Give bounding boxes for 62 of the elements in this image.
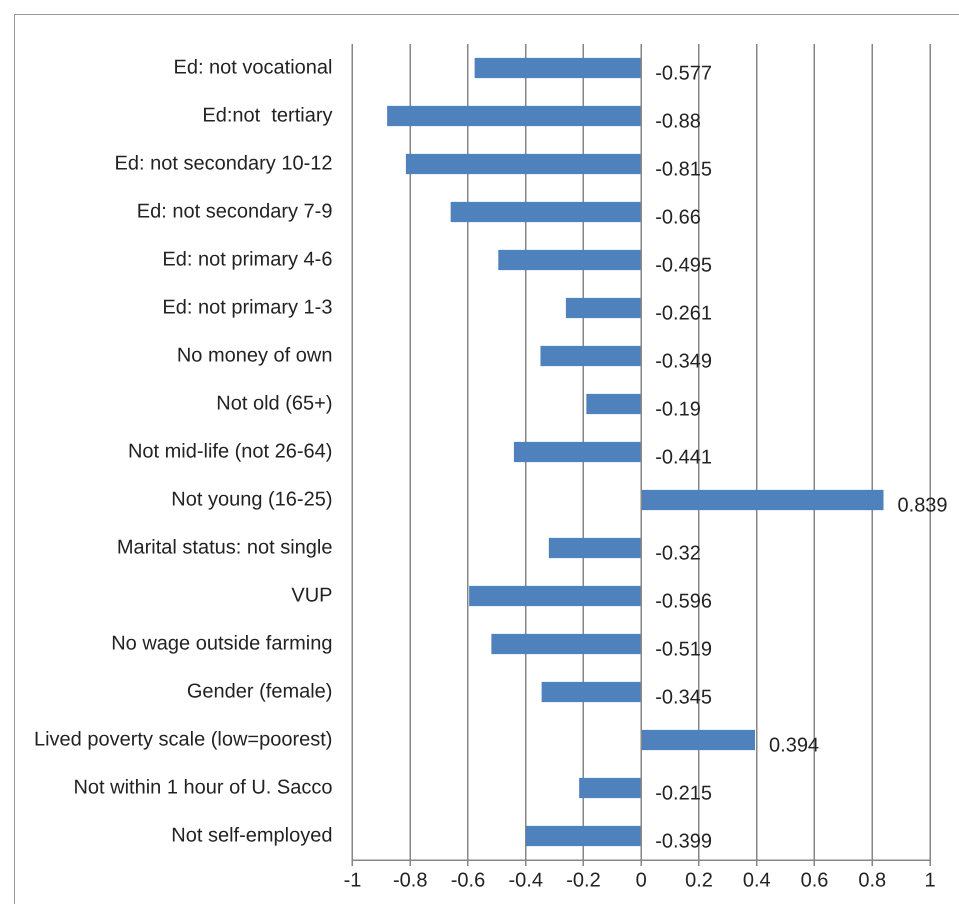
data-label: -0.215 — [655, 782, 712, 805]
data-label: 0.839 — [898, 494, 948, 517]
bar — [514, 442, 640, 462]
x-tick-label: 1 — [924, 870, 936, 892]
bar — [469, 586, 640, 606]
bar — [642, 730, 756, 750]
y-tick-label: Ed: not secondary 10-12 — [114, 152, 332, 175]
y-tick-label: Gender (female) — [186, 680, 332, 703]
bar — [586, 394, 640, 414]
bar — [406, 154, 640, 174]
x-tick-label: -1 — [344, 870, 362, 892]
data-label: -0.519 — [655, 638, 712, 661]
y-tick-label: Lived poverty scale (low=poorest) — [34, 728, 332, 751]
y-tick-label: No wage outside farming — [111, 632, 332, 655]
bar — [526, 826, 640, 846]
y-tick-label: Not young (16-25) — [171, 488, 332, 511]
bar — [548, 538, 640, 558]
x-tick-label: 0 — [636, 870, 647, 892]
data-label: -0.261 — [655, 302, 712, 325]
bar — [491, 634, 640, 654]
data-label: -0.495 — [655, 254, 712, 277]
x-tick-label: -0.4 — [508, 870, 543, 892]
y-tick-label: Ed: not secondary 7-9 — [136, 200, 332, 223]
y-tick-label: Ed:not tertiary — [202, 104, 332, 127]
data-label: -0.399 — [655, 830, 712, 853]
x-tick-label: -0.2 — [566, 870, 601, 892]
data-label: -0.19 — [655, 398, 701, 421]
bar — [498, 250, 640, 270]
data-label: 0.394 — [769, 734, 820, 757]
bar — [474, 58, 640, 78]
x-tick-label: -0.6 — [450, 870, 486, 892]
y-tick-label: Ed: not vocational — [173, 56, 332, 79]
x-tick-label: 0.6 — [800, 870, 828, 892]
x-tick-label: 0.8 — [858, 870, 886, 892]
bar — [542, 682, 640, 702]
data-label: -0.349 — [655, 350, 712, 373]
y-tick-label: Not self-employed — [171, 824, 332, 847]
y-tick-label: VUP — [291, 584, 332, 607]
y-tick-label: No money of own — [176, 344, 332, 367]
bar — [450, 202, 640, 222]
x-tick-label: 0.2 — [685, 870, 713, 892]
data-label: -0.577 — [655, 62, 712, 85]
data-label: -0.32 — [655, 542, 701, 565]
bar — [642, 490, 884, 510]
data-label: -0.815 — [655, 158, 712, 181]
data-label: -0.596 — [655, 590, 712, 613]
bar — [387, 106, 640, 126]
y-tick-label: Marital status: not single — [116, 536, 332, 559]
bar — [540, 346, 640, 366]
data-label: -0.441 — [655, 446, 712, 469]
data-label: -0.88 — [655, 110, 701, 133]
x-tick-label: 0.4 — [742, 870, 771, 892]
data-label: -0.345 — [655, 686, 712, 709]
y-tick-label: Ed: not primary 4-6 — [162, 248, 332, 271]
y-tick-label: Not mid-life (not 26-64) — [128, 440, 332, 463]
y-tick-label: Not within 1 hour of U. Sacco — [73, 776, 332, 799]
x-tick-label: -0.8 — [392, 870, 428, 892]
bar — [566, 298, 640, 318]
bar — [579, 778, 640, 798]
data-label: -0.66 — [655, 206, 701, 229]
y-tick-label: Ed: not primary 1-3 — [162, 296, 332, 319]
y-tick-label: Not old (65+) — [216, 392, 332, 415]
